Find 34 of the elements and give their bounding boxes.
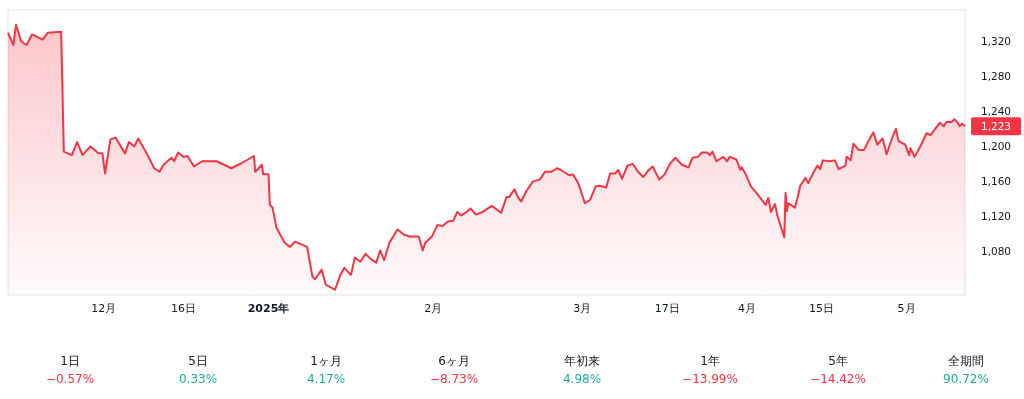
x-tick-label: 12月	[91, 302, 117, 315]
x-tick-label: 2025年	[247, 302, 290, 315]
category-label: 5日	[188, 354, 208, 368]
data-label: −0.57%	[45, 372, 95, 386]
category-label: 6ヶ月	[438, 354, 470, 368]
data-label: 4.98%	[562, 372, 602, 386]
data-label: −13.99%	[682, 372, 738, 386]
x-tick-label: 3月	[573, 302, 592, 315]
category-label: 全期間	[948, 354, 984, 368]
category-label: 5年	[828, 354, 848, 368]
data-label: −8.73%	[429, 372, 479, 386]
data-label: 90.72%	[943, 372, 989, 386]
y-tick-label: 1,120	[980, 210, 1012, 223]
data-label: 0.33%	[178, 372, 218, 386]
y-tick-label: 1,200	[980, 140, 1012, 153]
x-tick-label: 15日	[808, 302, 834, 315]
data-label: 4.17%	[306, 372, 346, 386]
y-tick-label: 1,320	[980, 35, 1012, 48]
y-tick-label: 1,240	[980, 105, 1012, 118]
category-label: 1年	[700, 354, 720, 368]
y-tick-label: 1,280	[980, 70, 1012, 83]
last-price: 1,223	[971, 117, 1021, 136]
annotation: 1,223	[980, 120, 1012, 133]
y-tick-label: 1,160	[980, 175, 1012, 188]
data-label: −14.42%	[810, 372, 866, 386]
x-tick-label: 16日	[170, 302, 196, 315]
x-tick-label: 4月	[738, 302, 757, 315]
category-label: 年初来	[564, 354, 600, 368]
x-tick-label: 2月	[424, 302, 443, 315]
x-tick-label: 17日	[654, 302, 680, 315]
category-label: 1ヶ月	[310, 354, 342, 368]
category-label: 1日	[60, 354, 80, 368]
y-tick-label: 1,080	[980, 245, 1012, 258]
x-tick-label: 5月	[897, 302, 916, 315]
